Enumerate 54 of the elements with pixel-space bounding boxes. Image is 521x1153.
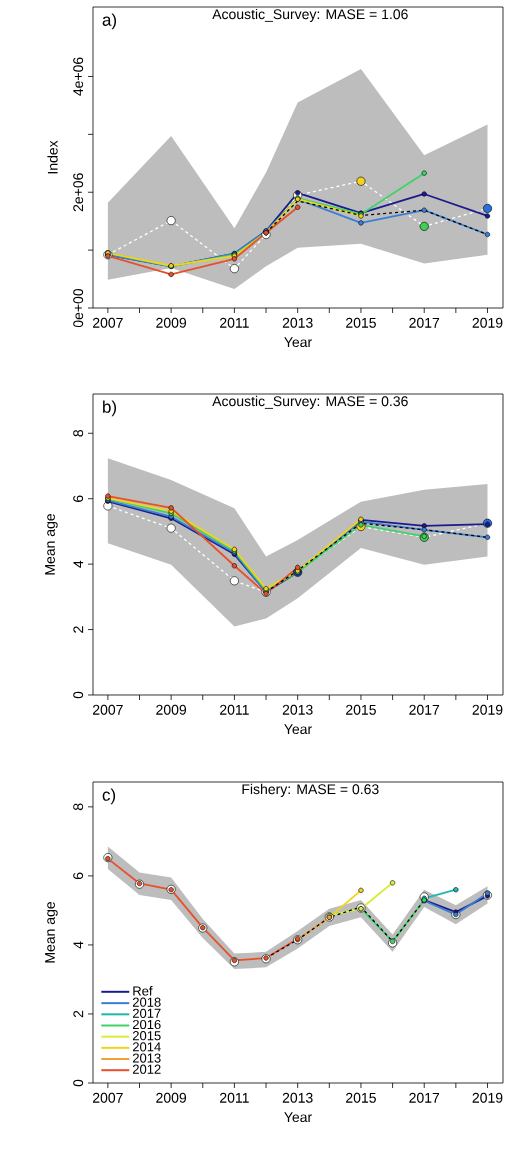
annotation: c) [102,788,116,805]
x-tick-label: 2009 [156,1092,187,1103]
legend-label: 2017 [132,1008,161,1018]
x-tick-label: 2011 [220,317,249,328]
y-tick-label: 6 [73,495,84,502]
legend-label: Ref [133,986,153,996]
x-tick-label: 2011 [220,704,249,715]
x-tick-label: 2015 [346,1092,376,1103]
x-axis-title: Year [284,724,312,735]
x-tick-label: 2009 [156,704,187,715]
legend-label: 2018 [132,997,161,1007]
annotation: b) [103,400,117,417]
chart-title: Acoustic_Survey: MASE = 1.06 [212,8,408,22]
legend-label: 2016 [132,1019,161,1030]
annotation: a) [102,13,117,30]
x-tick-label: 2007 [93,1092,123,1103]
y-axis-title: Mean age [45,514,58,575]
legend-label: 2015 [132,1031,161,1041]
y-tick-label: 2e+06 [73,173,84,212]
chart-title: Acoustic_Survey: MASE = 0.36 [212,395,408,409]
legend-label: 2012 [132,1064,161,1074]
x-tick-label: 2019 [472,1092,503,1103]
y-tick-label: 8 [73,429,84,437]
y-tick-label: 8 [73,803,84,811]
x-axis-title: Year [284,337,312,348]
x-tick-label: 2015 [346,704,376,715]
x-tick-label: 2013 [282,704,313,715]
legend-label: 2013 [132,1053,161,1063]
legend-label: 2014 [132,1042,161,1052]
x-tick-label: 2015 [346,317,376,328]
x-tick-label: 2019 [472,317,503,328]
y-axis-title: Index [47,140,58,174]
y-tick-label: 0 [73,1079,84,1087]
x-tick-label: 2013 [282,1092,313,1103]
x-axis-title: Year [284,1112,312,1123]
x-tick-label: 2007 [93,704,123,715]
x-tick-label: 2009 [156,317,187,328]
y-tick-label: 4 [73,941,84,949]
y-tick-label: 6 [73,872,84,880]
x-tick-label: 2013 [282,317,313,328]
y-axis-title: Mean age [45,902,58,963]
x-tick-label: 2011 [220,1092,249,1103]
y-tick-label: 0 [73,691,84,699]
y-tick-label: 2 [73,1010,84,1018]
y-tick-label: 4 [73,560,84,568]
chart-title: Fishery: MASE = 0.63 [242,783,379,797]
x-tick-label: 2007 [93,317,123,328]
x-tick-label: 2017 [409,317,440,328]
x-tick-label: 2017 [409,1092,440,1103]
y-tick-label: 0e+00 [73,288,84,328]
y-tick-label: 2 [73,626,84,633]
y-tick-label: 4e+06 [73,57,84,96]
x-tick-label: 2017 [409,704,440,715]
x-tick-label: 2019 [472,704,503,715]
